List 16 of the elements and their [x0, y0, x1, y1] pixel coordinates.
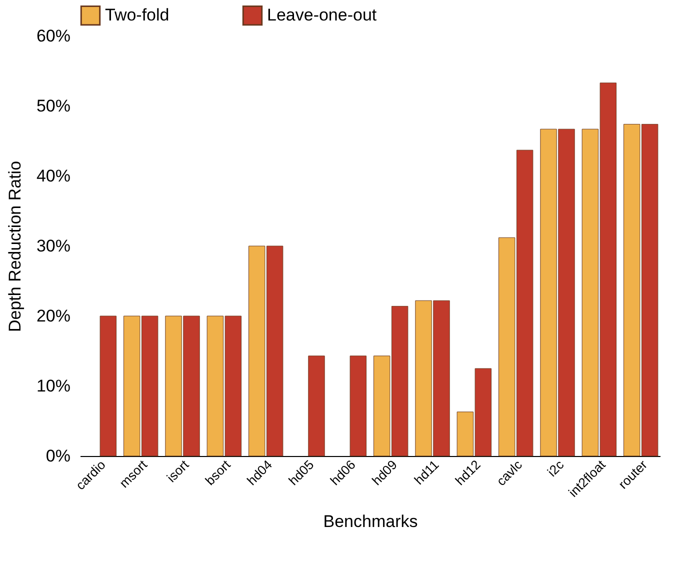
legend-label: Leave-one-out	[267, 6, 377, 25]
y-tick-label: 0%	[46, 446, 70, 466]
legend-label: Two-fold	[105, 6, 170, 25]
y-tick-label: 10%	[36, 376, 70, 396]
bar	[100, 316, 116, 456]
y-tick-label: 20%	[36, 306, 70, 326]
y-tick-label: 50%	[36, 96, 70, 116]
x-axis-title: Benchmarks	[323, 512, 418, 531]
bar	[308, 356, 325, 456]
y-axis-title: Depth Reduction Ratio	[5, 160, 24, 332]
y-tick-label: 60%	[36, 26, 70, 46]
y-tick-label: 30%	[36, 236, 70, 256]
x-tick-label: i2c	[544, 456, 568, 480]
y-tick-label: 40%	[36, 166, 70, 186]
bar	[350, 356, 366, 456]
x-tick-label: isort	[164, 456, 192, 486]
